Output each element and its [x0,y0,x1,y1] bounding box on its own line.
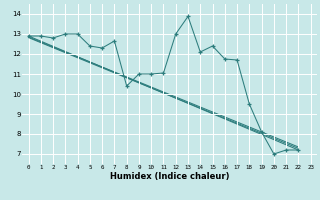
X-axis label: Humidex (Indice chaleur): Humidex (Indice chaleur) [110,172,229,181]
